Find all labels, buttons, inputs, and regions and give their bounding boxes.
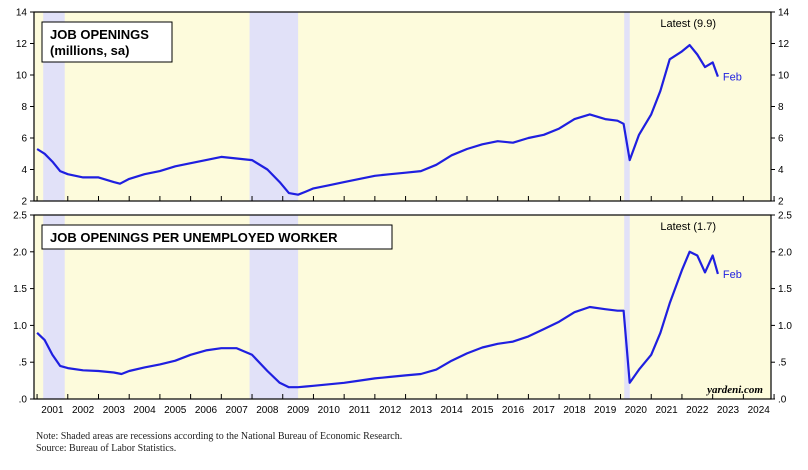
recession-band — [249, 12, 299, 201]
chart-panel-1: 2 2 4 4 6 6 8 8 10 10 12 12 14 14 JOB OPENINGS(million… — [16, 8, 790, 208]
x-tick-label: 2005 — [164, 405, 187, 416]
y-tick-label-right: 6 — [778, 134, 784, 145]
y-tick-label-right: .0 — [778, 395, 787, 406]
y-tick-label-left: 1.0 — [13, 321, 27, 332]
chart-notes: Note: Shaded areas are recessions accord… — [36, 431, 402, 455]
y-tick-label-right: 8 — [778, 102, 784, 113]
series-end-label: Feb — [723, 269, 742, 281]
y-tick-label-right: 1.5 — [778, 284, 792, 295]
recession-note: Note: Shaded areas are recessions accord… — [36, 431, 403, 442]
y-tick-label-right: 10 — [778, 71, 790, 82]
x-tick-label: 2018 — [563, 405, 586, 416]
x-tick-label: 2012 — [379, 405, 402, 416]
plot-frame — [33, 214, 772, 400]
x-tick-label: 2003 — [103, 405, 126, 416]
y-tick-label-right: 4 — [778, 165, 784, 176]
x-tick-label: 2007 — [226, 405, 249, 416]
y-tick-label-left: 8 — [21, 102, 27, 113]
y-tick-label-right: 2 — [778, 197, 784, 208]
y-tick-label-right: .5 — [778, 358, 787, 369]
x-tick-label: 2015 — [471, 405, 494, 416]
chart-title: JOB OPENINGS PER UNEMPLOYED WORKER — [50, 230, 338, 245]
x-tick-label: 2006 — [195, 405, 218, 416]
chart-panel-2: .0 .0 .5 .5 1.0 1.0 1.5 1.5 2.0 2.0 2.5 2.5 JOB OPEN… — [13, 211, 792, 406]
y-tick-label-left: 1.5 — [13, 284, 27, 295]
x-tick-label: 2004 — [133, 405, 156, 416]
source-note: Source: Bureau of Labor Statistics. — [36, 443, 177, 454]
series-line — [36, 250, 719, 389]
recession-band — [43, 215, 65, 399]
y-tick-label-left: 4 — [21, 165, 27, 176]
y-tick-label-right: 14 — [778, 8, 790, 19]
y-tick-label-right: 12 — [778, 39, 790, 50]
chart-title: JOB OPENINGS — [50, 27, 149, 42]
recession-band — [624, 12, 630, 201]
latest-value-label: Latest (1.7) — [660, 221, 716, 233]
y-tick-label-left: 12 — [16, 39, 28, 50]
y-tick-label-left: 14 — [16, 8, 28, 19]
x-tick-label: 2024 — [748, 405, 771, 416]
title-box — [41, 224, 393, 250]
x-tick-label: 2022 — [686, 405, 709, 416]
watermark: yardeni.com — [705, 384, 763, 396]
x-tick-label: 2019 — [594, 405, 617, 416]
x-tick-label: 2011 — [349, 405, 371, 416]
x-tick-label: 2016 — [502, 405, 525, 416]
y-tick-label-left: 2.0 — [13, 247, 27, 258]
title-box — [41, 21, 173, 63]
y-tick-label-right: 1.0 — [778, 321, 792, 332]
y-tick-label-right: 2.0 — [778, 247, 792, 258]
series-end-label: Feb — [723, 72, 742, 84]
x-tick-label: 2017 — [533, 405, 556, 416]
x-tick-label: 2023 — [717, 405, 740, 416]
latest-value-label: Latest (9.9) — [660, 18, 716, 30]
x-tick-label: 2014 — [441, 405, 464, 416]
x-tick-label: 2001 — [41, 405, 64, 416]
y-tick-label-left: .5 — [19, 358, 28, 369]
y-tick-label-left: .0 — [19, 395, 28, 406]
x-tick-label: 2020 — [625, 405, 648, 416]
x-tick-label: 2002 — [72, 405, 95, 416]
y-tick-label-right: 2.5 — [778, 211, 792, 222]
x-tick-label: 2013 — [410, 405, 433, 416]
x-tick-label: 2010 — [318, 405, 341, 416]
y-tick-label-left: 2.5 — [13, 211, 27, 222]
x-tick-label: 2009 — [287, 405, 310, 416]
plot-frame — [33, 11, 772, 202]
x-tick-label: 2021 — [655, 405, 678, 416]
x-tick-label: 2008 — [256, 405, 279, 416]
y-tick-label-left: 6 — [21, 134, 27, 145]
series-line — [36, 43, 719, 196]
y-tick-label-left: 10 — [16, 71, 28, 82]
recession-band — [624, 215, 630, 399]
y-tick-label-left: 2 — [21, 197, 27, 208]
chart-subtitle: (millions, sa) — [50, 43, 129, 58]
